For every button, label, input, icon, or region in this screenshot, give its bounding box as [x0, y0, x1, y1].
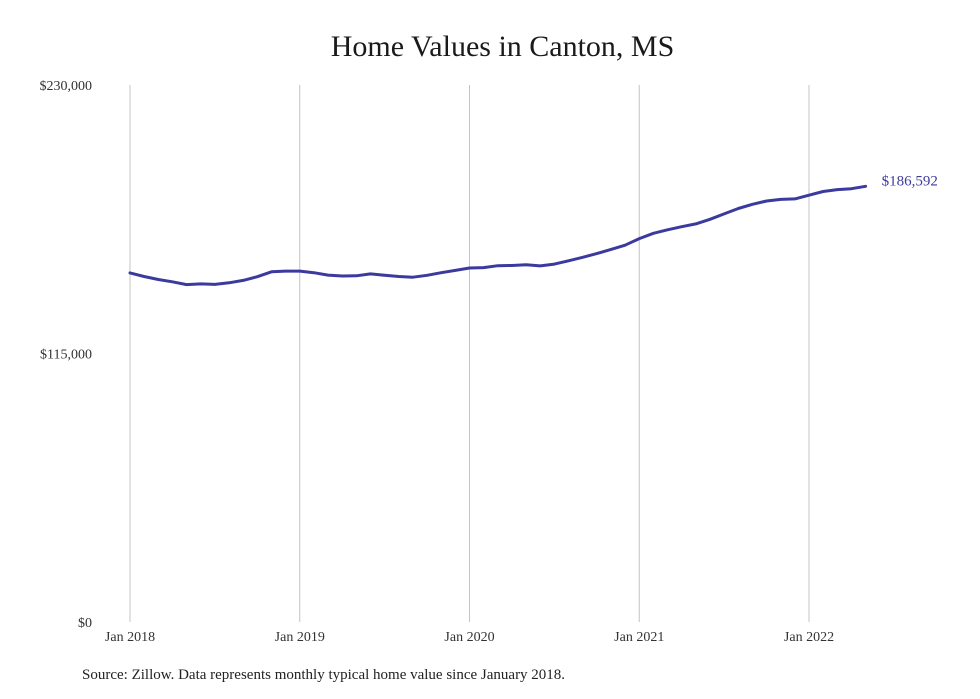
y-axis-ticks: $0 $115,000 $230,000 [40, 79, 93, 631]
data-point [298, 269, 301, 273]
data-point [510, 264, 514, 267]
data-point [425, 274, 429, 277]
source-note: Source: Zillow. Data represents monthly … [82, 667, 566, 683]
data-point [369, 272, 372, 276]
x-axis-ticks: Jan 2018 Jan 2019 Jan 2020 Jan 2021 Jan 2022 [105, 630, 834, 645]
data-point [256, 275, 259, 278]
data-point [454, 269, 457, 272]
data-point [807, 194, 811, 197]
data-point [524, 263, 528, 266]
data-point [128, 271, 132, 275]
x-tick-label: Jan 2018 [105, 630, 155, 645]
data-point [496, 264, 499, 267]
data-point [185, 283, 188, 286]
data-point [326, 273, 330, 277]
x-tick-label: Jan 2020 [444, 630, 494, 645]
grid-lines [129, 85, 810, 622]
data-point [708, 218, 712, 221]
data-point [638, 237, 641, 240]
data-point [623, 244, 627, 247]
data-point [397, 275, 400, 278]
y-tick-label: $230,000 [40, 79, 93, 94]
data-point [836, 188, 839, 191]
line-chart: $0$115,000$230,000 Jan 2018 Jan 2019 Jan 2… [40, 79, 938, 645]
data-point [341, 274, 344, 278]
data-point [751, 203, 754, 206]
series-layer: $186,592 [128, 173, 938, 287]
x-tick-label: Jan 2022 [784, 630, 834, 645]
data-point [539, 264, 542, 268]
data-point [680, 225, 683, 228]
data-point [850, 187, 853, 190]
end-value-label: $186,592 [882, 173, 938, 189]
data-point [355, 274, 358, 277]
data-point [171, 280, 174, 283]
data-point [864, 185, 867, 188]
data-point [227, 281, 231, 284]
x-tick-label: Jan 2021 [614, 630, 664, 645]
data-point [411, 276, 415, 279]
chart-title: Home Values in Canton, MS [330, 30, 675, 63]
data-point [652, 232, 655, 235]
data-point [213, 283, 217, 286]
x-tick-label: Jan 2019 [275, 630, 325, 645]
data-point [284, 269, 287, 273]
y-tick-label: $0 [78, 616, 92, 631]
data-point [765, 199, 768, 203]
y-tick-label: $115,000 [40, 348, 92, 363]
data-point [242, 279, 245, 282]
data-point [440, 271, 443, 274]
data-point [581, 256, 584, 259]
data-point [821, 190, 825, 193]
data-point [468, 266, 471, 270]
data-point [383, 274, 386, 277]
data-point [312, 271, 316, 274]
data-point [793, 197, 797, 201]
data-point [694, 222, 697, 226]
data-point [722, 212, 726, 216]
data-point [142, 275, 146, 278]
data-point [609, 248, 613, 251]
home-value-line [128, 184, 868, 287]
data-point [567, 259, 570, 262]
data-point [666, 228, 669, 231]
data-point [553, 262, 556, 266]
data-point [737, 207, 740, 210]
data-point [199, 282, 202, 286]
data-point [595, 252, 598, 255]
data-point [779, 198, 782, 201]
data-point [482, 266, 485, 269]
data-point [270, 270, 273, 273]
data-point [157, 278, 160, 281]
